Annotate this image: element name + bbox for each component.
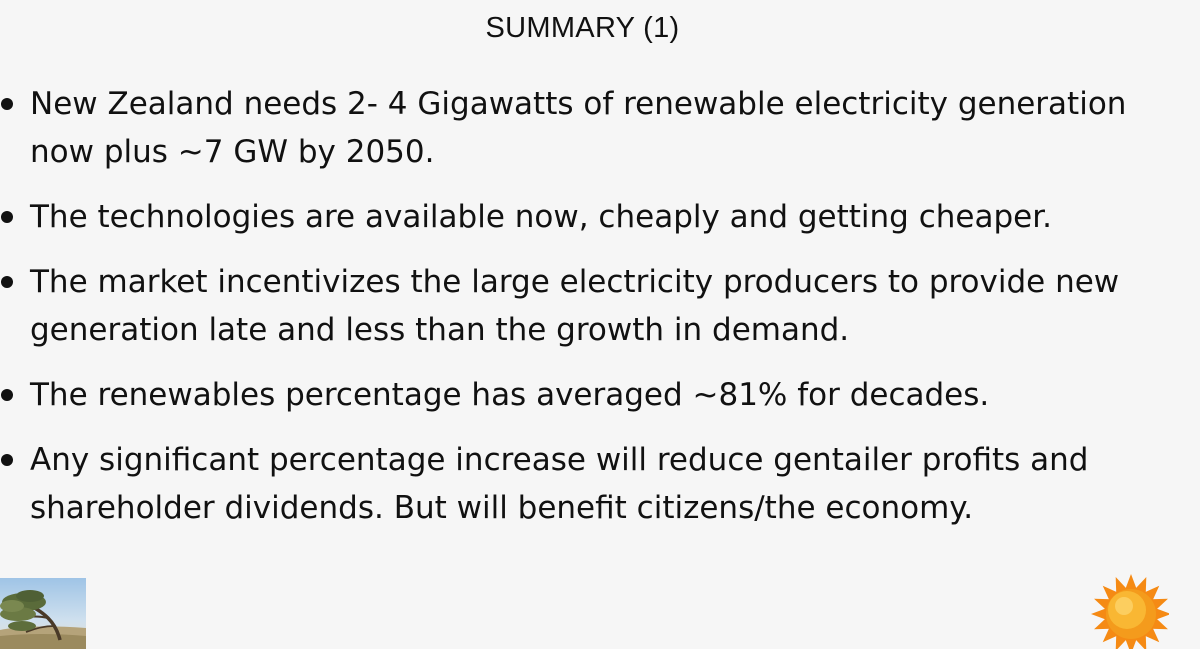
bullet-dot-icon	[1, 276, 13, 288]
bullet-line: generation late and less than the growth…	[30, 312, 850, 348]
bullet-item: The market incentivizes the large electr…	[0, 258, 1200, 354]
bullet-dot-icon	[1, 389, 13, 401]
bullet-item: Any significant percentage increase will…	[0, 436, 1200, 532]
bullet-line: The technologies are available now, chea…	[30, 199, 1052, 235]
bullet-line: New Zealand needs 2- 4 Gigawatts of rene…	[30, 86, 1127, 122]
bullet-dot-icon	[1, 211, 13, 223]
bullet-dot-icon	[1, 98, 13, 110]
bullet-item: New Zealand needs 2- 4 Gigawatts of rene…	[0, 80, 1200, 176]
bullet-line: now plus ~7 GW by 2050.	[30, 134, 435, 170]
sun-icon	[1089, 572, 1169, 649]
bullet-line: shareholder dividends. But will benefit …	[30, 490, 974, 526]
bullet-list: New Zealand needs 2- 4 Gigawatts of rene…	[0, 80, 1200, 549]
windswept-tree-icon	[0, 578, 86, 649]
bullet-item: The technologies are available now, chea…	[0, 193, 1200, 241]
bullet-line: The renewables percentage has averaged ~…	[30, 377, 990, 413]
bullet-dot-icon	[1, 454, 13, 466]
bullet-line: The market incentivizes the large electr…	[30, 264, 1120, 300]
slide-title: SUMMARY (1)	[485, 12, 680, 44]
bullet-item: The renewables percentage has averaged ~…	[0, 371, 1200, 419]
bullet-line: Any significant percentage increase will…	[30, 442, 1089, 478]
